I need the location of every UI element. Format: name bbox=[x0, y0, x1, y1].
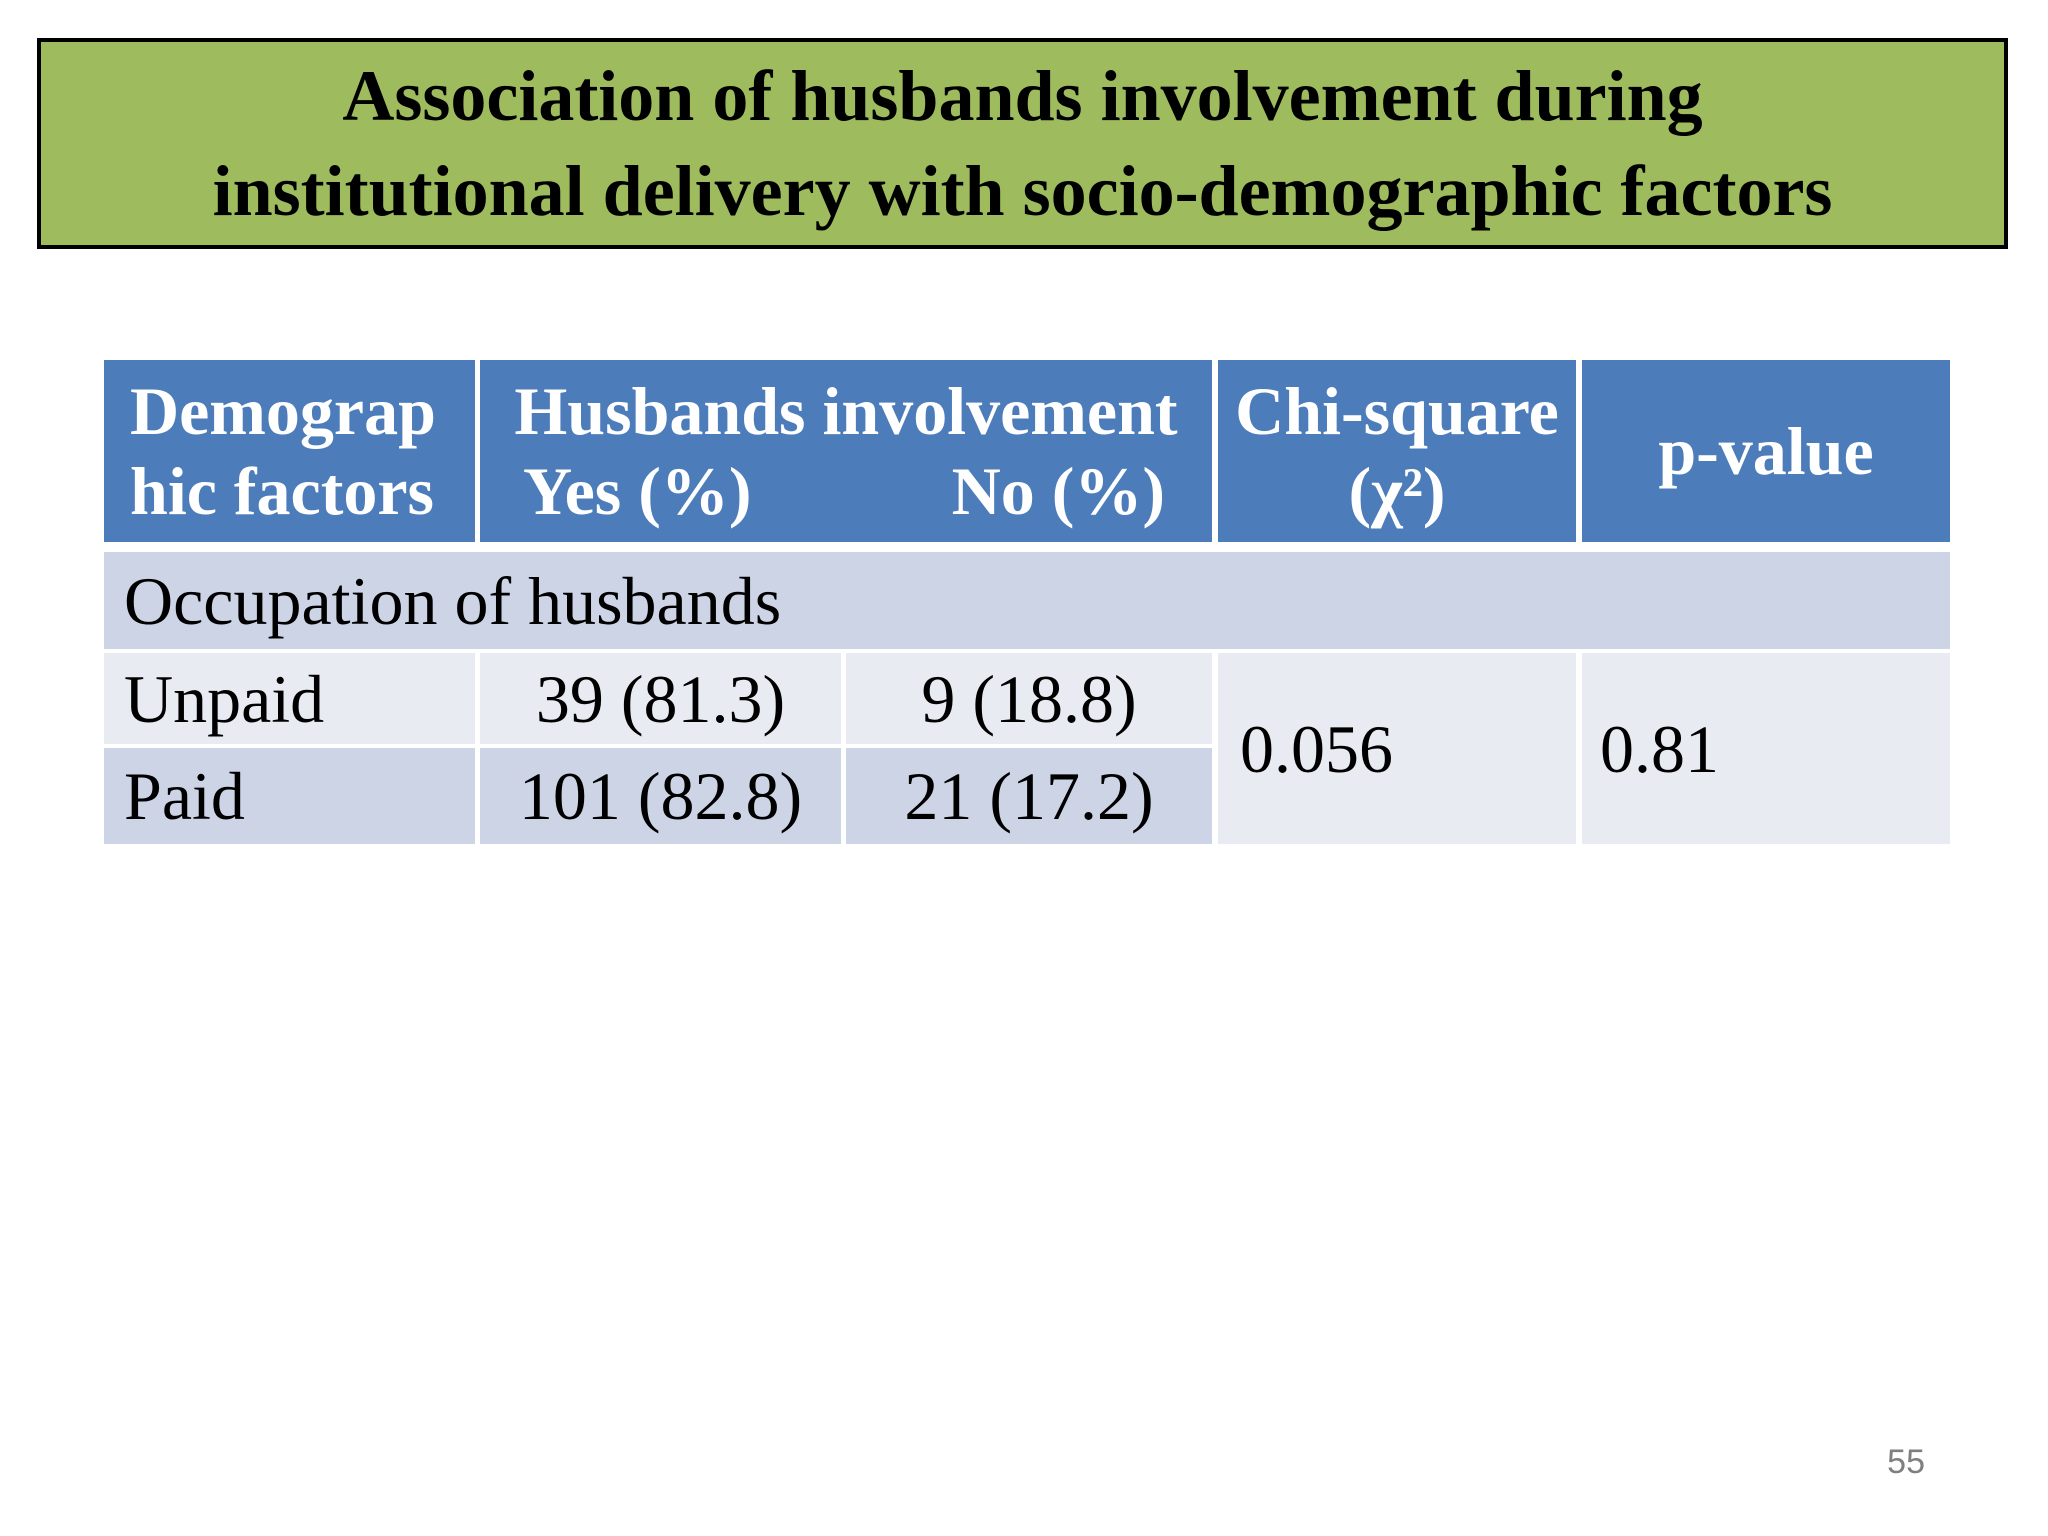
statistics-table: Demograp hic factors Husbands involvemen… bbox=[104, 360, 1950, 844]
title-banner: Association of husbands involvement duri… bbox=[37, 38, 2008, 249]
header-involvement-title: Husbands involvement bbox=[514, 373, 1178, 449]
header-involvement-sublabels: Yes (%) No (%) bbox=[480, 451, 1212, 531]
header-husbands-involvement: Husbands involvement Yes (%) No (%) bbox=[480, 360, 1212, 542]
cell-p-value: 0.81 bbox=[1582, 653, 1950, 844]
cell-paid-no: 21 (17.2) bbox=[846, 748, 1212, 844]
cell-unpaid-no: 9 (18.8) bbox=[846, 653, 1212, 744]
header-no-label: No (%) bbox=[951, 453, 1165, 529]
header-demographic-factors: Demograp hic factors bbox=[104, 360, 475, 542]
header-yes-label: Yes (%) bbox=[523, 453, 752, 529]
cell-paid-label: Paid bbox=[104, 748, 475, 844]
page-number: 55 bbox=[1887, 1443, 1925, 1481]
slide-title: Association of husbands involvement duri… bbox=[212, 55, 1833, 231]
cell-unpaid-yes: 39 (81.3) bbox=[480, 653, 841, 744]
section-row-occupation: Occupation of husbands bbox=[104, 552, 1950, 649]
cell-chi-square-value: 0.056 bbox=[1218, 653, 1576, 844]
cell-paid-yes: 101 (82.8) bbox=[480, 748, 841, 844]
header-chi-square: Chi-square (χ²) bbox=[1218, 360, 1576, 542]
cell-unpaid-label: Unpaid bbox=[104, 653, 475, 744]
header-p-value: p-value bbox=[1582, 360, 1950, 542]
